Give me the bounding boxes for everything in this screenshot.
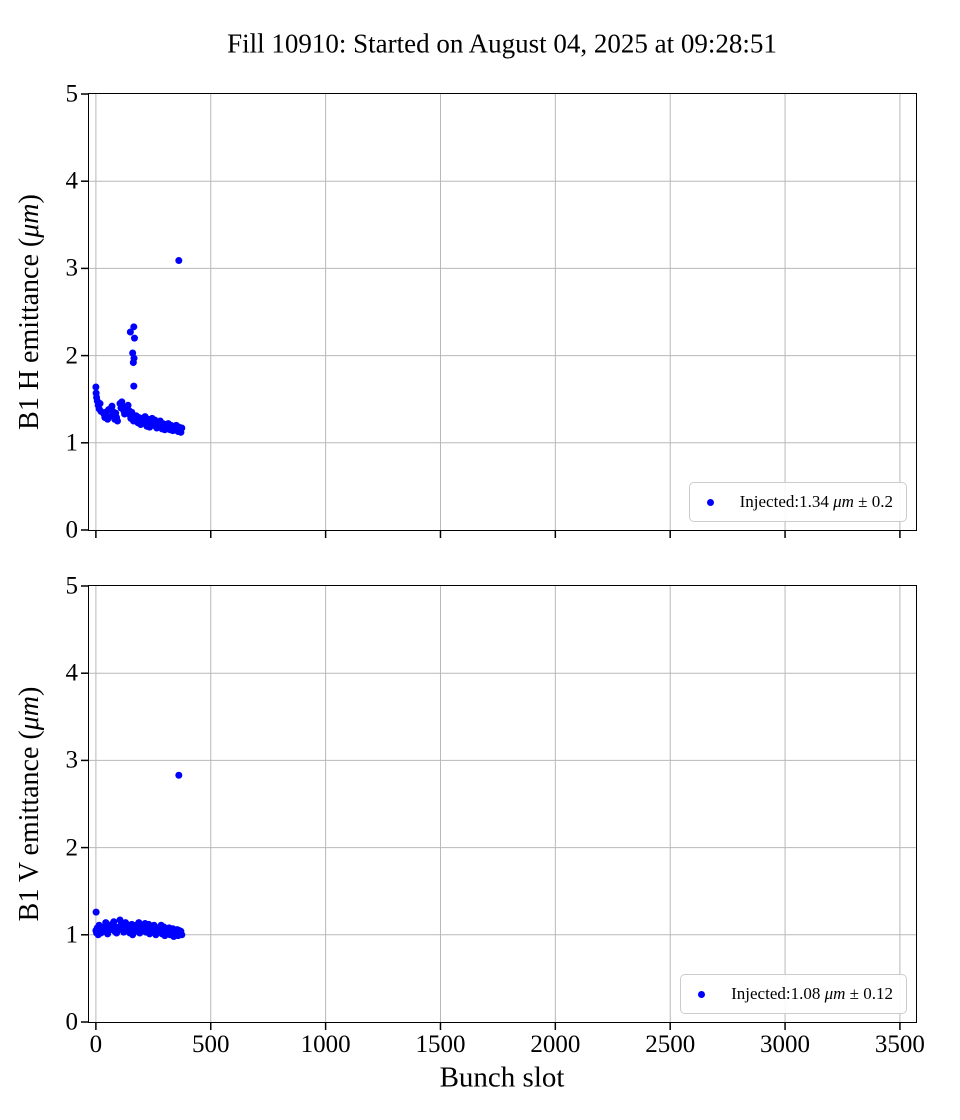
legend-label-unit: μm bbox=[824, 984, 846, 1003]
x-tick-label: 0 bbox=[89, 1031, 103, 1058]
x-axis-label: Bunch slot bbox=[439, 1061, 565, 1094]
subplot-b1h: Injected:1.34 μm ± 0.2 0 1 2 3 4 5 bbox=[66, 82, 917, 543]
y-tick-label: 0 bbox=[65, 516, 79, 544]
y-axis-label-close: ) bbox=[14, 194, 45, 204]
y-tick-label: 1 bbox=[65, 921, 79, 949]
data-point bbox=[175, 257, 183, 265]
data-point bbox=[126, 328, 134, 336]
y-axis-label-close: ) bbox=[14, 686, 45, 696]
x-tick-label: 1000 bbox=[300, 1031, 351, 1058]
legend-label-prefix: Injected:1.08 bbox=[731, 984, 825, 1003]
legend-b1v: Injected:1.08 μm ± 0.12 bbox=[680, 974, 907, 1014]
data-point bbox=[129, 349, 137, 357]
plot-area-b1h bbox=[81, 93, 916, 538]
data-point bbox=[96, 400, 104, 408]
y-axis-label-unit: μm bbox=[14, 696, 45, 731]
data-point bbox=[175, 771, 183, 779]
data-point bbox=[108, 402, 116, 410]
x-tick-label: 2500 bbox=[645, 1031, 696, 1058]
data-point bbox=[92, 383, 100, 391]
y-axis-label-text: B1 V emittance ( bbox=[14, 730, 45, 922]
y-tick-label: 2 bbox=[65, 834, 79, 862]
y-axis-label-text: B1 H emittance ( bbox=[14, 237, 45, 430]
x-tick-label: 3500 bbox=[874, 1031, 925, 1058]
x-tick-label: 500 bbox=[192, 1031, 230, 1058]
y-tick-label: 1 bbox=[65, 429, 79, 457]
data-point bbox=[178, 424, 186, 432]
legend-b1h: Injected:1.34 μm ± 0.2 bbox=[688, 482, 907, 522]
legend-label-prefix: Injected:1.34 bbox=[739, 492, 834, 511]
legend-marker-dot-icon bbox=[706, 498, 714, 506]
y-axis-label-unit: μm bbox=[14, 203, 45, 238]
subplot-b1v: Injected:1.08 μm ± 0.12 0 1 2 3 4 5 0 500 1000 15… bbox=[66, 574, 925, 1058]
legend-label-suffix: ± 0.2 bbox=[853, 492, 893, 511]
x-tick-label: 1500 bbox=[415, 1031, 466, 1058]
data-point bbox=[130, 334, 138, 342]
legend-label-suffix: ± 0.12 bbox=[845, 984, 893, 1003]
y-tick-label: 3 bbox=[65, 254, 79, 282]
y-tick-label: 2 bbox=[65, 342, 79, 370]
figure-title: Fill 10910: Started on August 04, 2025 a… bbox=[227, 28, 777, 59]
legend-marker-dot-icon bbox=[698, 990, 706, 998]
data-point bbox=[124, 401, 132, 409]
legend-label-b1h: Injected:1.34 μm ± 0.2 bbox=[740, 492, 893, 512]
plot-area-b1v bbox=[81, 585, 916, 1030]
data-point bbox=[130, 323, 138, 331]
data-point bbox=[92, 908, 100, 916]
data-point bbox=[113, 417, 121, 425]
x-tick-label: 3000 bbox=[760, 1031, 811, 1058]
y-axis-label-b1v: B1 V emittance (μm) bbox=[14, 687, 46, 922]
y-tick-label: 5 bbox=[65, 572, 79, 600]
y-tick-label: 4 bbox=[65, 659, 79, 687]
data-point bbox=[129, 359, 137, 367]
legend-label-unit: μm bbox=[833, 492, 854, 511]
data-point bbox=[178, 931, 186, 939]
data-point bbox=[130, 382, 138, 390]
y-tick-label: 4 bbox=[65, 167, 79, 195]
x-tick-label: 2000 bbox=[530, 1031, 581, 1058]
legend-label-b1v: Injected:1.08 μm ± 0.12 bbox=[731, 984, 893, 1004]
y-tick-label: 0 bbox=[65, 1008, 79, 1036]
y-tick-label: 3 bbox=[65, 746, 79, 774]
y-tick-label: 5 bbox=[65, 80, 79, 108]
y-axis-label-b1h: B1 H emittance (μm) bbox=[14, 194, 46, 430]
